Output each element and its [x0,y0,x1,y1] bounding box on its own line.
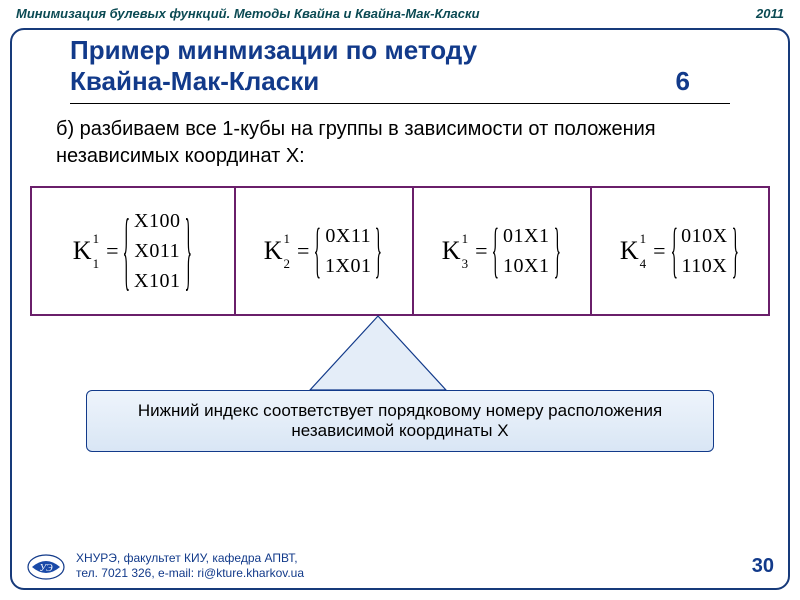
footer-line2: тел. 7021 326, e-mail: ri@kture.kharkov.… [76,566,304,582]
footer-line1: ХНУРЭ, факультет КИУ, кафедра АПВТ, [76,551,304,567]
cube-value: X011 [134,236,180,266]
page-number: 30 [752,555,774,578]
title-line1: Пример минмизации по методу [70,36,730,66]
formula-cell-3: K13={01X110X1} [414,188,592,314]
cube-value: 0X11 [325,221,371,251]
callout-text: Нижний индекс соответствует порядковому … [138,401,662,440]
callout-box: Нижний индекс соответствует порядковому … [86,390,714,452]
formula-cell-2: K12={0X111X01} [236,188,414,314]
cube-value: 01X1 [503,221,549,251]
footer-text: ХНУРЭ, факультет КИУ, кафедра АПВТ, тел.… [76,551,304,582]
formula-box: K11={X100X011X101}K12={0X111X01}K13={01X… [30,186,770,316]
logo-icon: УЭ [26,551,66,581]
footer: УЭ ХНУРЭ, факультет КИУ, кафедра АПВТ, т… [26,551,774,582]
k-variable: K11 [73,236,103,266]
header-right: 2011 [756,6,784,21]
footer-left: УЭ ХНУРЭ, факультет КИУ, кафедра АПВТ, т… [26,551,304,582]
svg-text:УЭ: УЭ [39,563,53,574]
brace-set: {X100X011X101} [121,206,193,296]
title-block: Пример минмизации по методу Квайна-Мак-К… [70,36,730,104]
callout-pointer [298,316,478,396]
brace-set: {01X110X1} [490,221,562,281]
cube-value: 1X01 [325,251,371,281]
cube-value: 10X1 [503,251,549,281]
brace-set: {010X110X} [669,221,741,281]
cube-value: X101 [134,266,180,296]
k-variable: K13 [442,236,472,266]
k-variable: K12 [264,236,294,266]
formula-cell-4: K14={010X110X} [592,188,768,314]
title-number: 6 [676,66,730,97]
body-text: б) разбиваем все 1-кубы на группы в зави… [56,116,744,170]
header-left: Минимизация булевых функций. Методы Квай… [16,6,480,21]
formula-cell-1: K11={X100X011X101} [32,188,236,314]
cube-value: 010X [681,221,727,251]
title-line2: Квайна-Мак-Класки [70,67,319,97]
k-variable: K14 [620,236,650,266]
brace-set: {0X111X01} [312,221,384,281]
cube-value: 110X [681,251,727,281]
header-bar: Минимизация булевых функций. Методы Квай… [16,6,784,21]
cube-value: X100 [134,206,180,236]
title-underline [70,103,730,104]
